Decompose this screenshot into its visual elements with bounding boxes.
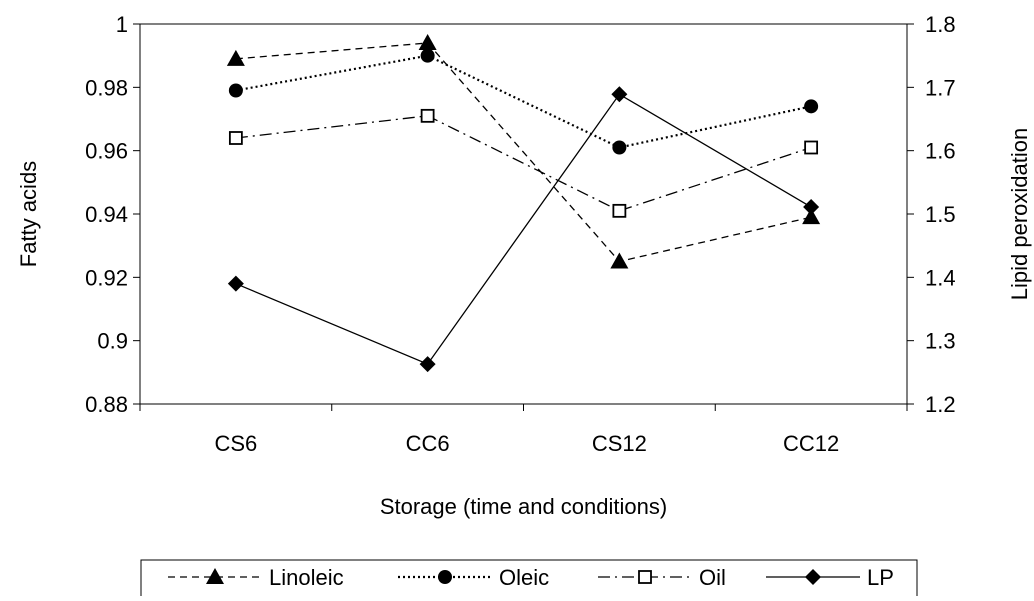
x-tick-label: CS6: [214, 431, 257, 456]
diamond-marker: [805, 569, 821, 585]
y-right-tick-label: 1.4: [925, 265, 956, 290]
y-right-tick-label: 1.8: [925, 12, 956, 37]
triangle-marker: [226, 49, 245, 66]
y-right-tick-label: 1.3: [925, 329, 956, 354]
legend: Linoleic Oleic Oil LP: [140, 559, 918, 601]
plot-area: [139, 23, 908, 405]
circle-marker: [420, 48, 435, 63]
legend-entry-oleic: Oleic: [398, 565, 549, 590]
circle-marker: [438, 570, 452, 584]
y-right-tick-label: 1.5: [925, 202, 956, 227]
circle-marker: [804, 99, 819, 114]
y-left-tick-label: 0.9: [97, 329, 128, 354]
square-marker: [638, 570, 652, 584]
triangle-marker: [610, 252, 629, 269]
circle-marker: [228, 83, 243, 98]
diamond-marker: [803, 199, 820, 216]
plot-border: [139, 23, 908, 405]
diamond-marker: [419, 356, 436, 373]
legend-label: Oleic: [499, 565, 549, 590]
y-left-tick-label: 0.88: [85, 392, 128, 417]
triangle-marker: [206, 568, 224, 584]
legend-label: LP: [867, 565, 894, 590]
legend-entry-lp: LP: [766, 565, 894, 590]
series-group: [226, 34, 821, 373]
circle-marker: [612, 140, 627, 155]
legend-label: Linoleic: [269, 565, 344, 590]
x-tick-label: CS12: [592, 431, 647, 456]
series-line: [235, 54, 812, 149]
legend-entry-linoleic: Linoleic: [168, 565, 344, 590]
triangle-marker: [418, 34, 437, 50]
x-tick-label: CC12: [783, 431, 839, 456]
y-right-tick-label: 1.6: [925, 139, 956, 164]
y-left-tick-label: 0.98: [85, 75, 128, 100]
x-tick-label: CC6: [406, 431, 450, 456]
square-marker: [420, 108, 435, 123]
y-left-tick-label: 0.94: [85, 202, 128, 227]
series-line: [235, 42, 812, 263]
square-marker: [804, 140, 819, 155]
y-left-tick-label: 1: [116, 12, 128, 37]
y-axis-right-title: Lipid peroxidation: [1007, 128, 1032, 300]
y-right-tick-label: 1.2: [925, 392, 956, 417]
square-marker: [228, 131, 243, 145]
legend-label: Oil: [699, 565, 726, 590]
series-lp: [227, 86, 820, 373]
x-axis-title: Storage (time and conditions): [380, 494, 667, 519]
square-marker: [612, 203, 627, 218]
diamond-marker: [611, 86, 628, 103]
series-oil: [228, 108, 819, 218]
y-left-tick-label: 0.92: [85, 265, 128, 290]
axes: 0.88 0.9 0.92 0.94 0.96 0.98 1 1.2 1.3 1.4 1.5 1.6 1…: [85, 12, 955, 456]
series-line: [235, 93, 812, 365]
series-linoleic: [226, 34, 821, 269]
series-oleic: [228, 48, 819, 155]
y-left-tick-label: 0.96: [85, 139, 128, 164]
legend-entry-oil: Oil: [598, 565, 726, 590]
series-line: [235, 115, 812, 212]
y-axis-left-title: Fatty acids: [16, 161, 41, 267]
y-right-tick-label: 1.7: [925, 75, 956, 100]
diamond-marker: [227, 275, 244, 292]
triangle-marker: [802, 208, 821, 225]
